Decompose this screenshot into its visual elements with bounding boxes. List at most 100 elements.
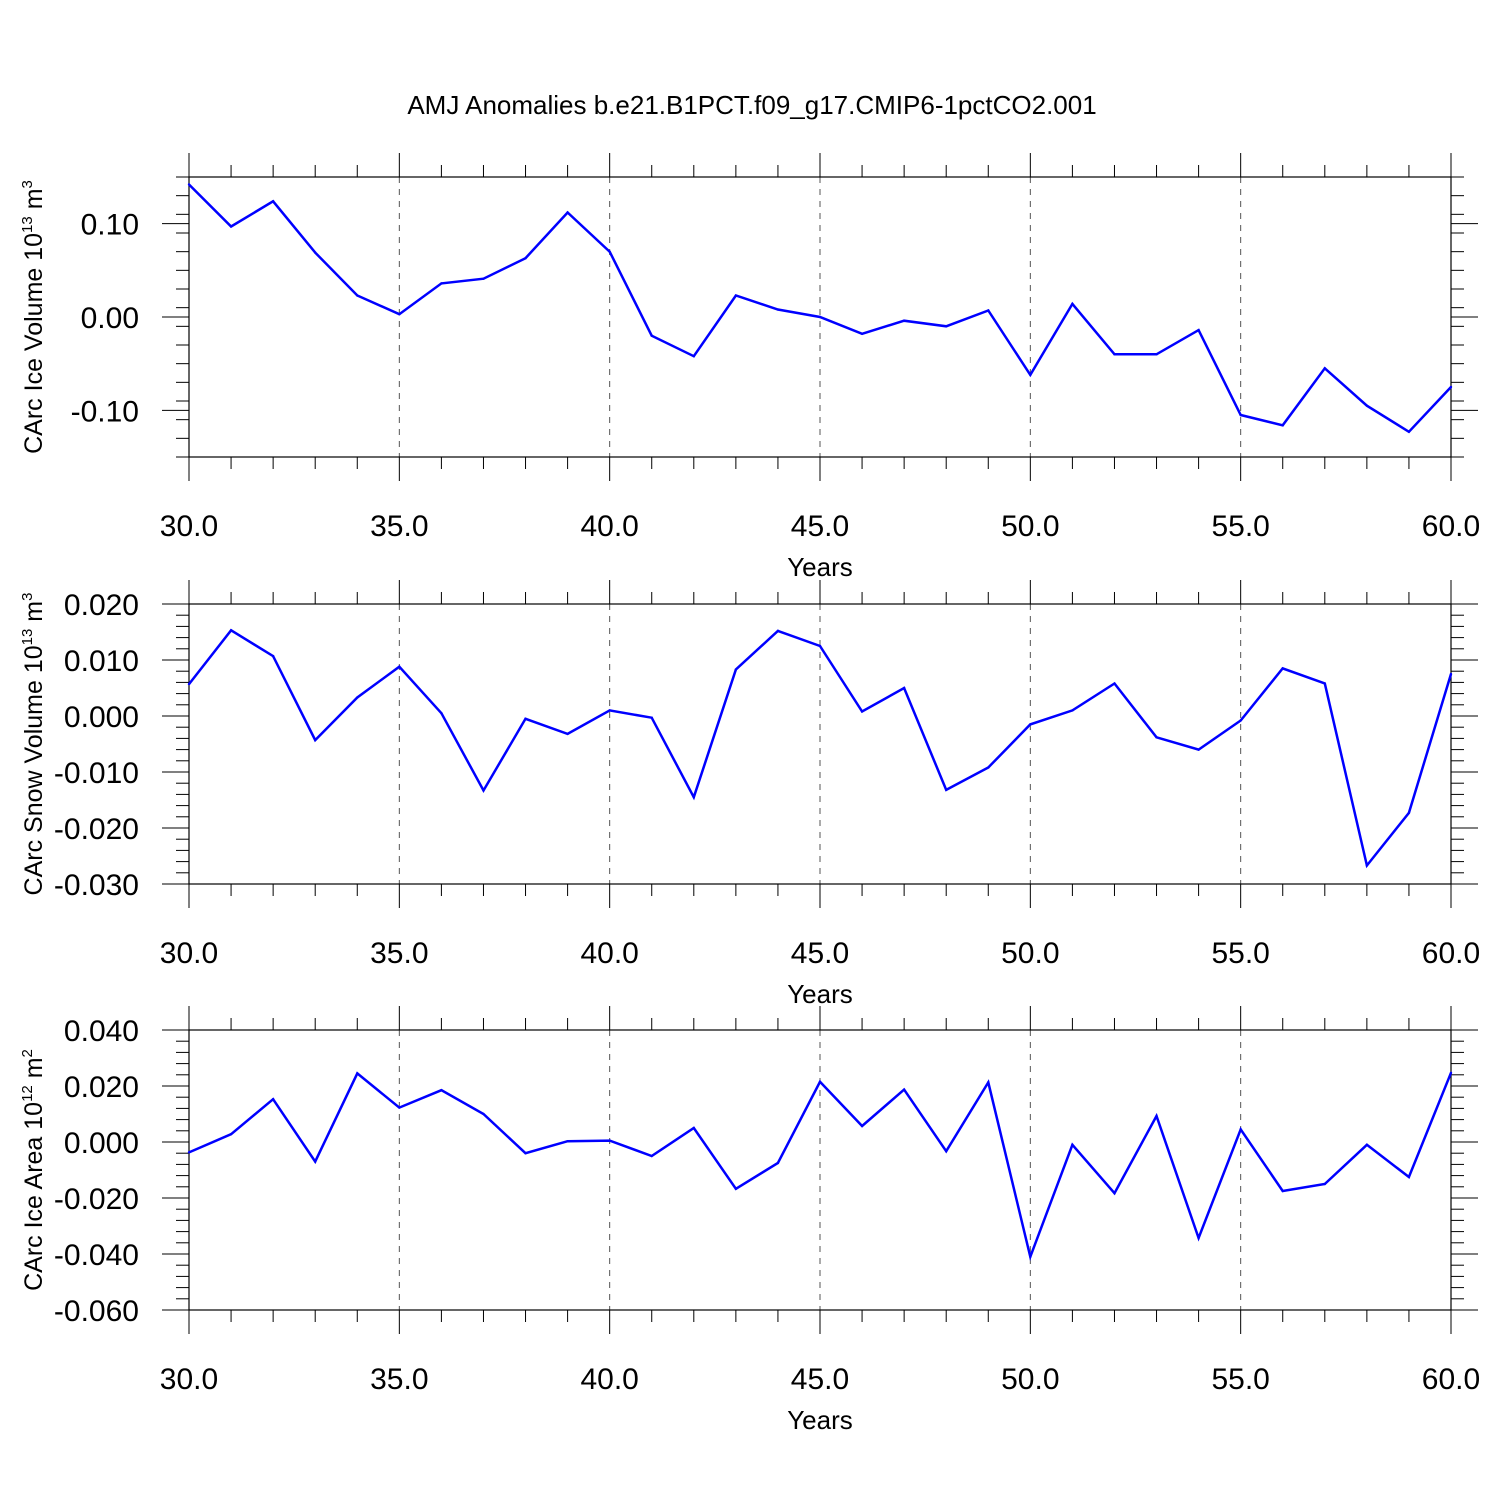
panel-1: -0.10 0.00 0.10 30.0 35.0 40.0 45.0 50.0 55.0 60.… [19, 153, 1480, 582]
x-tick-label: 40.0 [580, 510, 638, 543]
data-point [945, 788, 948, 792]
data-point [187, 183, 191, 186]
data-point [692, 355, 695, 358]
y-tick-label: -0.020 [54, 1183, 139, 1216]
data-point [945, 325, 948, 328]
data-point [608, 250, 611, 253]
data-point [776, 1161, 780, 1165]
data-point [692, 796, 695, 799]
data-point [566, 211, 569, 214]
data-point [987, 1081, 990, 1084]
data-point [566, 1139, 569, 1143]
x-tick-label: 50.0 [1001, 510, 1059, 543]
data-point [1365, 1143, 1369, 1147]
y-tick-label: 0.010 [64, 645, 139, 678]
data-point [650, 334, 653, 337]
data-point [650, 1154, 653, 1158]
data-point [314, 251, 317, 254]
data-point [229, 629, 233, 632]
data-point [860, 1124, 864, 1128]
x-tick-label: 35.0 [370, 937, 428, 970]
data-point [1281, 667, 1284, 670]
data-point [1113, 682, 1116, 685]
data-point [1449, 1071, 1453, 1075]
data-point [1029, 723, 1032, 726]
data-point [524, 1152, 527, 1155]
y-axis-label: CArc Ice Volume 1013 m3 [19, 180, 48, 454]
data-point [524, 257, 527, 260]
data-point [398, 665, 401, 668]
data-point [1197, 748, 1200, 751]
y-tick-label: -0.040 [54, 1239, 139, 1272]
x-tick-label: 55.0 [1211, 937, 1269, 970]
data-point [1155, 353, 1158, 356]
data-point [1239, 719, 1242, 722]
data-point [902, 319, 906, 322]
panel-3: -0.060 -0.040 -0.020 0.000 0.020 0.040 30.0 35.… [19, 1006, 1480, 1435]
y-tick-label: 0.020 [64, 1071, 139, 1104]
data-point [734, 668, 738, 671]
y-axis-label: CArc Snow Volume 1013 m3 [19, 593, 48, 896]
data-point [356, 1072, 359, 1075]
data-point [1071, 302, 1074, 306]
x-tick-label: 35.0 [370, 510, 428, 543]
x-tick-label: 55.0 [1211, 510, 1269, 543]
data-point [1071, 709, 1074, 712]
data-point [860, 332, 864, 335]
data-point [187, 682, 191, 686]
y-tick-label: -0.010 [54, 757, 139, 790]
data-point [1197, 1236, 1200, 1240]
x-tick-label: 30.0 [160, 937, 218, 970]
data-point [1449, 385, 1453, 389]
data-point [440, 1089, 443, 1092]
data-point [356, 294, 359, 297]
data-point [482, 789, 485, 792]
data-point [1323, 1182, 1327, 1186]
x-tick-label: 60.0 [1422, 1363, 1480, 1396]
y-axis-label: CArc Ice Area 1012 m2 [19, 1049, 48, 1291]
data-point [398, 313, 401, 316]
data-point [1407, 430, 1411, 433]
data-point [608, 709, 611, 712]
y-tick-label: -0.10 [71, 395, 139, 428]
data-point [229, 1132, 233, 1136]
y-tick-label: -0.060 [54, 1295, 139, 1328]
data-point [818, 644, 822, 648]
data-point [1365, 404, 1369, 407]
data-point [482, 277, 485, 280]
data-point [1407, 1175, 1411, 1179]
x-tick-label: 40.0 [580, 937, 638, 970]
data-point [1323, 367, 1327, 370]
data-point [1281, 424, 1284, 427]
x-tick-label: 40.0 [580, 1363, 638, 1396]
y-tick-label: 0.020 [64, 589, 139, 622]
data-point [187, 1151, 191, 1154]
data-point [1071, 1143, 1074, 1147]
data-point [524, 717, 527, 720]
y-tick-label: 0.000 [64, 1127, 139, 1160]
data-point [1029, 1255, 1032, 1259]
y-tick-label: -0.020 [54, 813, 139, 846]
data-point [902, 1088, 906, 1091]
data-point [1365, 864, 1369, 867]
x-tick-label: 55.0 [1211, 1363, 1269, 1396]
x-tick-label: 35.0 [370, 1363, 428, 1396]
data-point [1323, 682, 1327, 685]
data-point [398, 1106, 401, 1109]
data-point [860, 710, 864, 713]
data-point [314, 738, 317, 742]
data-point [608, 1139, 611, 1142]
data-point [945, 1150, 948, 1153]
data-point [482, 1112, 485, 1116]
data-point [650, 716, 653, 719]
panel-2: -0.030 -0.020 -0.010 0.000 0.010 0.020 30.0 35.… [19, 580, 1480, 1009]
data-point [776, 629, 780, 633]
data-point [1155, 1114, 1158, 1118]
x-axis-label: Years [787, 552, 853, 582]
x-tick-label: 45.0 [791, 937, 849, 970]
x-tick-label: 30.0 [160, 1363, 218, 1396]
data-point [818, 315, 822, 319]
data-point [440, 712, 443, 715]
y-tick-label: 0.000 [64, 701, 139, 734]
